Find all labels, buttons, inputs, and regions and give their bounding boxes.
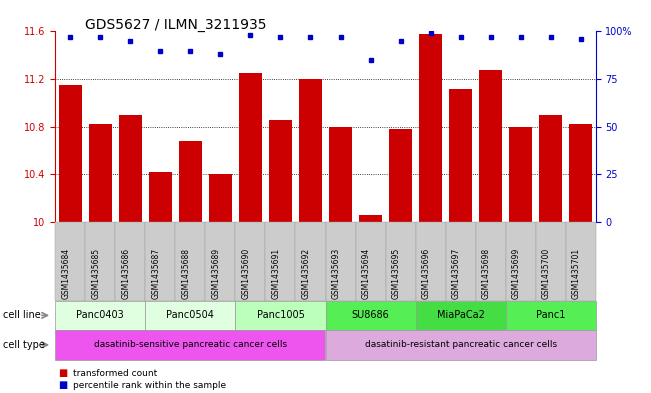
Text: GSM1435698: GSM1435698 <box>482 248 491 299</box>
Text: GSM1435697: GSM1435697 <box>452 248 461 299</box>
Text: Panc1: Panc1 <box>536 310 565 320</box>
Bar <box>59 85 81 222</box>
Text: SU8686: SU8686 <box>352 310 389 320</box>
Bar <box>540 115 562 222</box>
Bar <box>389 129 412 222</box>
Text: GSM1435685: GSM1435685 <box>91 248 100 299</box>
Bar <box>299 79 322 222</box>
Bar <box>329 127 352 222</box>
Text: transformed count: transformed count <box>73 369 157 378</box>
Text: percentile rank within the sample: percentile rank within the sample <box>73 381 226 389</box>
Text: GSM1435688: GSM1435688 <box>182 248 191 299</box>
Bar <box>89 124 111 222</box>
Text: GDS5627 / ILMN_3211935: GDS5627 / ILMN_3211935 <box>85 18 266 32</box>
Text: cell type: cell type <box>3 340 45 350</box>
Text: dasatinib-sensitive pancreatic cancer cells: dasatinib-sensitive pancreatic cancer ce… <box>94 340 287 349</box>
Text: GSM1435690: GSM1435690 <box>242 248 251 299</box>
Bar <box>209 174 232 222</box>
Text: GSM1435691: GSM1435691 <box>271 248 281 299</box>
Text: cell line: cell line <box>3 310 41 320</box>
Text: dasatinib-resistant pancreatic cancer cells: dasatinib-resistant pancreatic cancer ce… <box>365 340 557 349</box>
Text: GSM1435693: GSM1435693 <box>331 248 340 299</box>
Text: GSM1435699: GSM1435699 <box>512 248 521 299</box>
Text: GSM1435686: GSM1435686 <box>121 248 130 299</box>
Bar <box>570 124 592 222</box>
Text: ■: ■ <box>59 368 68 378</box>
Text: GSM1435701: GSM1435701 <box>572 248 581 299</box>
Text: Panc1005: Panc1005 <box>256 310 305 320</box>
Bar <box>359 215 381 222</box>
Bar <box>179 141 202 222</box>
Bar <box>119 115 142 222</box>
Bar <box>419 34 442 222</box>
Text: GSM1435689: GSM1435689 <box>212 248 221 299</box>
Bar <box>239 73 262 222</box>
Text: GSM1435694: GSM1435694 <box>361 248 370 299</box>
Text: Panc0403: Panc0403 <box>76 310 124 320</box>
Text: MiaPaCa2: MiaPaCa2 <box>437 310 484 320</box>
Text: GSM1435684: GSM1435684 <box>61 248 70 299</box>
Text: GSM1435696: GSM1435696 <box>422 248 430 299</box>
Bar <box>449 89 472 222</box>
Bar <box>509 127 532 222</box>
Text: GSM1435692: GSM1435692 <box>301 248 311 299</box>
Text: GSM1435700: GSM1435700 <box>542 248 551 299</box>
Text: GSM1435695: GSM1435695 <box>391 248 400 299</box>
Text: ■: ■ <box>59 380 68 390</box>
Bar <box>270 119 292 222</box>
Text: Panc0504: Panc0504 <box>167 310 214 320</box>
Bar <box>149 172 172 222</box>
Text: GSM1435687: GSM1435687 <box>152 248 160 299</box>
Bar <box>479 70 502 222</box>
